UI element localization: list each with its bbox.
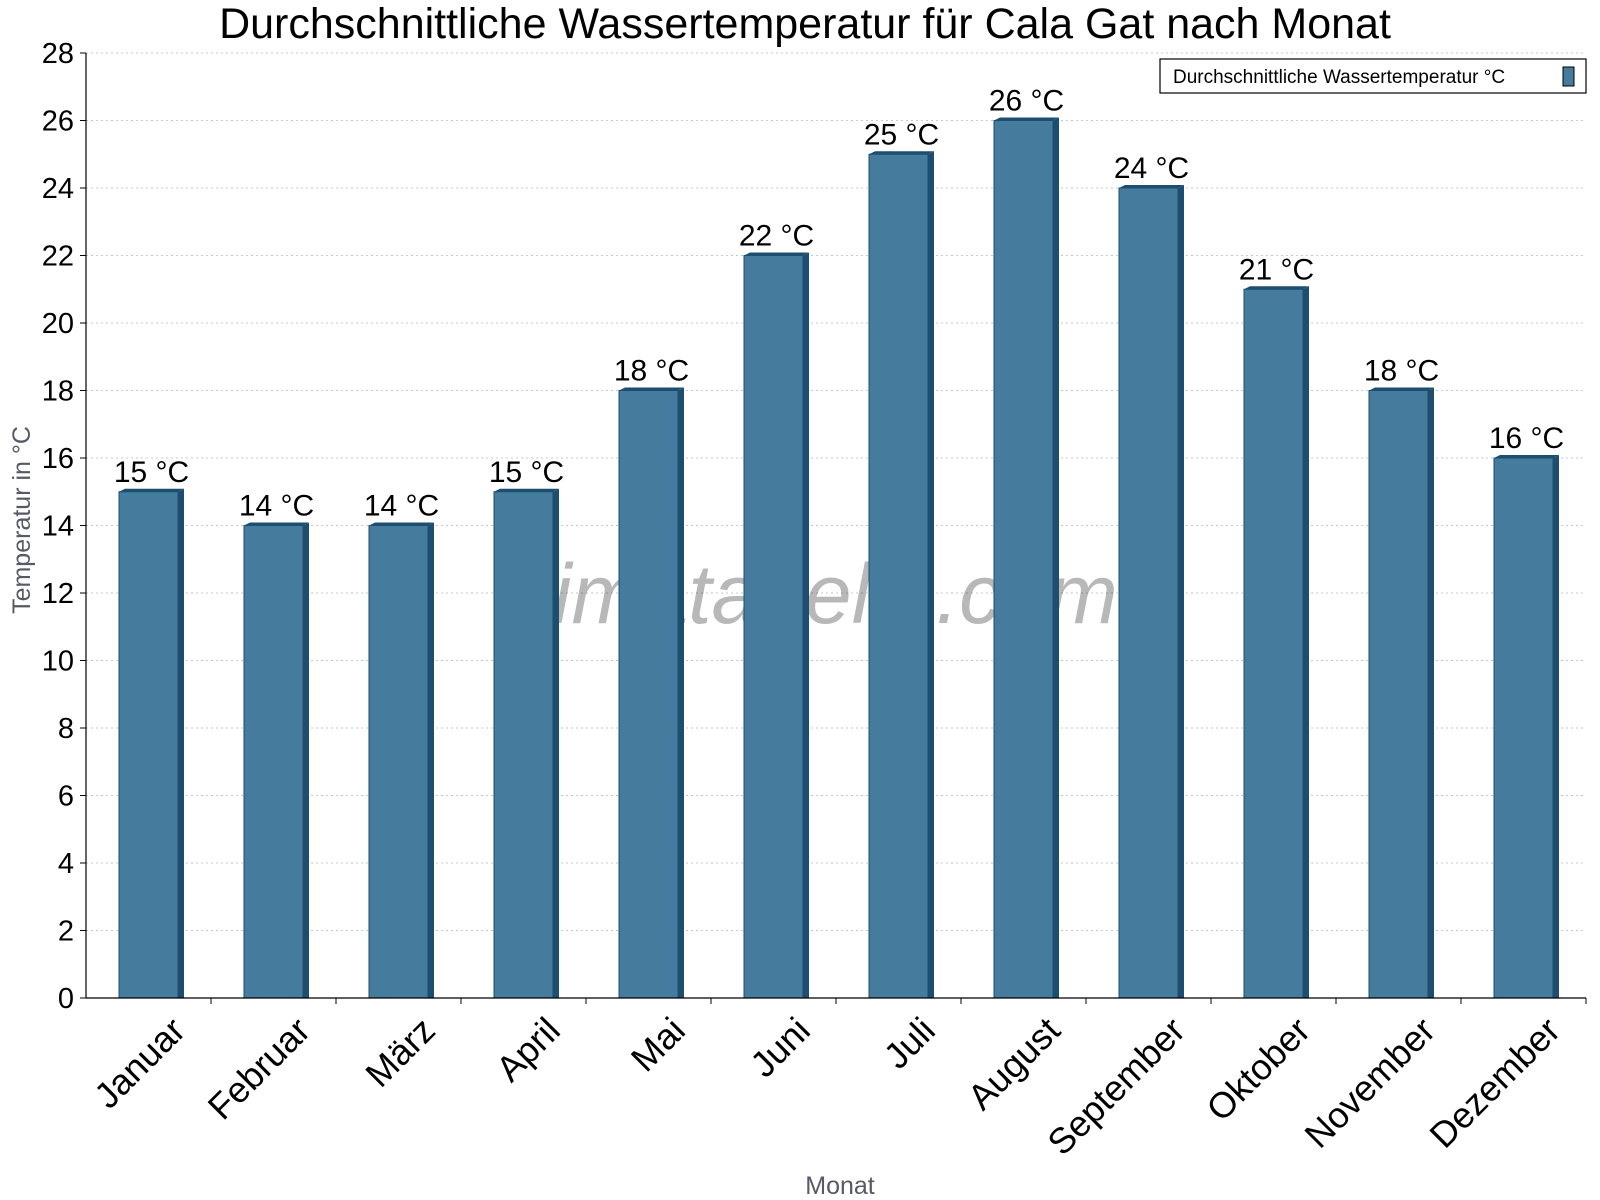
bar-side — [553, 488, 559, 998]
data-label: 24 °C — [1114, 152, 1189, 185]
y-tick-label: 4 — [58, 848, 74, 880]
y-tick-label: 10 — [42, 646, 74, 678]
bar-side — [803, 252, 809, 998]
bar-top — [1369, 387, 1434, 391]
y-tick-label: 20 — [42, 308, 74, 340]
x-tick-label: Mai — [623, 1009, 693, 1079]
bar-top — [494, 488, 559, 492]
bar — [243, 525, 304, 999]
bar — [743, 255, 804, 999]
x-tick-labels: Januar Februar März April Mai Juni Juli AugustS… — [86, 1009, 1568, 1163]
x-tick-label: Oktober — [1198, 1009, 1318, 1129]
data-label: 15 °C — [114, 456, 189, 489]
bar-top — [1244, 286, 1309, 290]
bar-top — [619, 387, 684, 391]
gridlines — [86, 52, 1586, 931]
y-tick-label: 26 — [42, 106, 74, 138]
bar-side — [928, 151, 934, 998]
data-label: 14 °C — [239, 490, 314, 523]
bar — [868, 153, 929, 999]
x-tick-label: Juli — [876, 1009, 943, 1076]
data-label: 21 °C — [1239, 253, 1314, 286]
y-tick-label: 12 — [42, 578, 74, 610]
bar — [368, 525, 429, 999]
legend: Durchschnittliche Wassertemperatur °C — [1159, 58, 1587, 94]
bar-top — [119, 488, 184, 492]
bar-top — [244, 522, 309, 526]
x-tick-label: Februar — [200, 1009, 318, 1127]
y-axis-label: Temperatur in °C — [8, 426, 36, 614]
legend-label: Durchschnittliche Wassertemperatur °C — [1173, 67, 1505, 88]
bar — [1243, 288, 1304, 999]
y-tick-label: 6 — [58, 781, 74, 813]
y-tick-label: 22 — [42, 241, 74, 273]
axes — [80, 52, 1587, 1004]
y-tick-label: 18 — [42, 376, 74, 408]
data-labels: 15 °C 14 °C 14 °C 15 °C 18 °C 22 °C 25 °C 26 °C… — [114, 85, 1564, 523]
bar-side — [678, 387, 684, 998]
y-tick-label: 24 — [42, 173, 74, 205]
bar-side — [303, 522, 309, 998]
legend-swatch — [1562, 66, 1575, 87]
y-tick-label: 2 — [58, 916, 74, 948]
data-label: 18 °C — [614, 355, 689, 388]
x-tick-label: Dezember — [1421, 1009, 1567, 1155]
bar-side — [178, 488, 184, 998]
chart-title: Durchschnittliche Wassertemperatur für C… — [219, 0, 1391, 48]
x-tick-label: Juni — [742, 1009, 818, 1085]
data-label: 25 °C — [864, 118, 939, 151]
bar-top — [1119, 185, 1184, 188]
x-tick-label: September — [1039, 1009, 1193, 1163]
bars — [118, 117, 1559, 999]
x-tick-label: Januar — [86, 1009, 193, 1116]
y-tick-label: 16 — [42, 443, 74, 475]
bar-top — [869, 151, 934, 155]
x-tick-label: April — [488, 1009, 568, 1089]
legend-box — [1159, 58, 1587, 94]
bar-top — [1494, 455, 1559, 458]
x-axis-label: Monat — [805, 1172, 875, 1200]
x-tick-label: März — [357, 1009, 443, 1095]
bar — [118, 491, 179, 999]
bar-side — [428, 522, 434, 998]
x-tick-label: November — [1296, 1009, 1442, 1155]
data-label: 14 °C — [364, 490, 439, 523]
data-label: 15 °C — [489, 456, 564, 489]
bar — [618, 390, 679, 999]
bar — [993, 120, 1054, 999]
bar-side — [1553, 455, 1559, 998]
y-tick-label: 8 — [58, 713, 74, 745]
bar-top — [369, 522, 434, 526]
bar-top — [744, 252, 809, 256]
bar-top — [994, 117, 1059, 121]
bar — [1118, 187, 1179, 999]
bar — [1493, 457, 1554, 999]
bar-side — [1053, 117, 1059, 998]
bar — [1368, 390, 1429, 999]
bar-side — [1178, 185, 1184, 998]
data-label: 26 °C — [989, 85, 1064, 118]
x-tick-label: August — [960, 1009, 1068, 1117]
data-label: 22 °C — [739, 220, 814, 253]
bar — [493, 491, 554, 999]
y-tick-label: 28 — [42, 38, 74, 70]
bar-side — [1428, 387, 1434, 998]
bar-side — [1303, 286, 1309, 998]
y-tick-label: 0 — [58, 983, 74, 1015]
data-label: 16 °C — [1489, 422, 1564, 455]
data-label: 18 °C — [1364, 355, 1439, 388]
y-tick-label: 14 — [42, 511, 74, 543]
